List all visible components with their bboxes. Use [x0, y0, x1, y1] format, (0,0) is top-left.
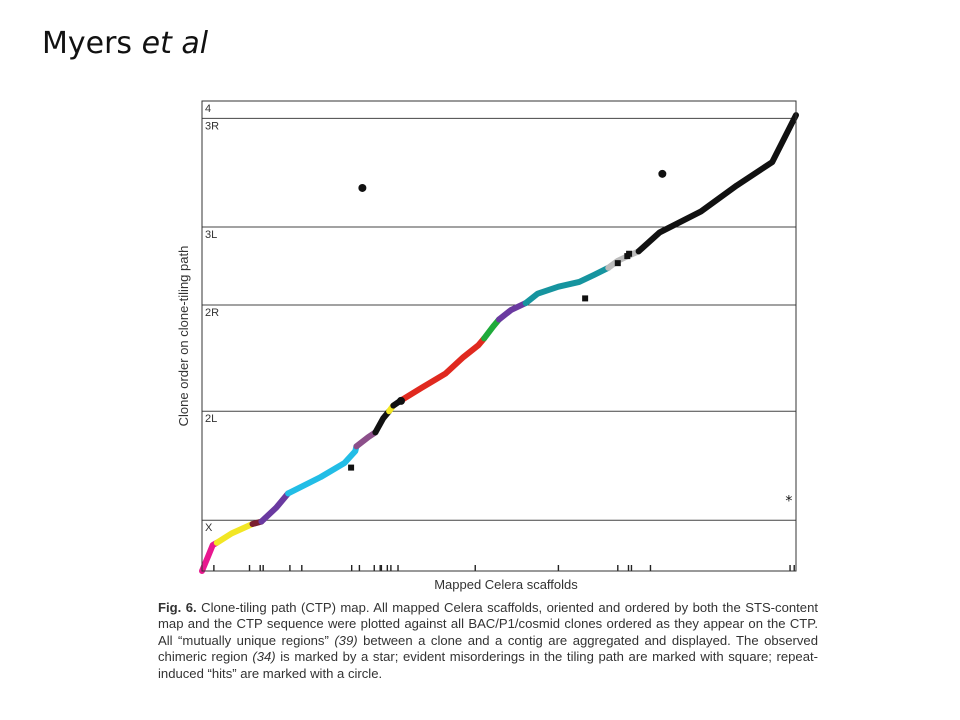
- path-segment: [635, 112, 799, 255]
- chromosome-arm-bands: X 2L 2R 3L 3R 4: [202, 103, 796, 534]
- arm-label: 3R: [205, 120, 219, 132]
- path-segment: [285, 443, 360, 497]
- arm-label: 2R: [205, 307, 219, 319]
- path-segment: [398, 335, 488, 404]
- path-segment: [496, 300, 529, 323]
- plot-frame: [201, 100, 797, 572]
- path-segment: [372, 408, 393, 436]
- path-segment: [213, 521, 256, 546]
- caption-reference: (34): [252, 649, 276, 665]
- arm-label: 4: [205, 103, 211, 115]
- title-italic: et al: [141, 26, 209, 61]
- ctp-map-chart: X 2L 2R 3L 3R 4 * Mapped Celera scaffolds Clo…: [176, 100, 799, 592]
- path-segment: [481, 316, 502, 342]
- chimeric-star: *: [785, 494, 792, 510]
- x-axis-label: Mapped Celera scaffolds: [434, 577, 578, 592]
- path-segment: [522, 264, 612, 307]
- markers: *: [348, 169, 792, 510]
- repeat-hit-circle: [358, 183, 367, 192]
- repeat-hit-circle: [658, 169, 667, 178]
- arm-label: 2L: [205, 413, 217, 425]
- caption-reference: (39): [334, 632, 358, 648]
- path-segment: [605, 248, 642, 271]
- x-ticks: [213, 565, 795, 571]
- caption-text: between a clone and a contig are aggrega…: [158, 632, 818, 665]
- misordering-square: [626, 250, 633, 257]
- arm-label: X: [205, 522, 213, 534]
- arm-label: 3L: [205, 229, 217, 241]
- figure-caption: Fig. 6. Clone-tiling path (CTP) map. All…: [158, 600, 818, 682]
- y-axis-label: Clone order on clone-tiling path: [176, 246, 191, 427]
- path-segment: [353, 429, 379, 450]
- repeat-hit-circle: [396, 396, 405, 405]
- title-main: Myers: [42, 26, 142, 61]
- tiling-path: [199, 112, 799, 574]
- caption-text: is marked by a star; evident misordering…: [158, 649, 818, 681]
- slide-title: Myers et al: [42, 26, 208, 61]
- caption-text: Clone-tiling path (CTP) map. All mapped …: [158, 600, 818, 648]
- misordering-square: [348, 464, 355, 471]
- misordering-square: [614, 260, 621, 267]
- path-segment: [258, 490, 292, 525]
- caption-figure-label: Fig. 6.: [158, 600, 197, 615]
- misordering-square: [582, 295, 589, 302]
- caption-body: Clone-tiling path (CTP) map. All mapped …: [158, 600, 818, 681]
